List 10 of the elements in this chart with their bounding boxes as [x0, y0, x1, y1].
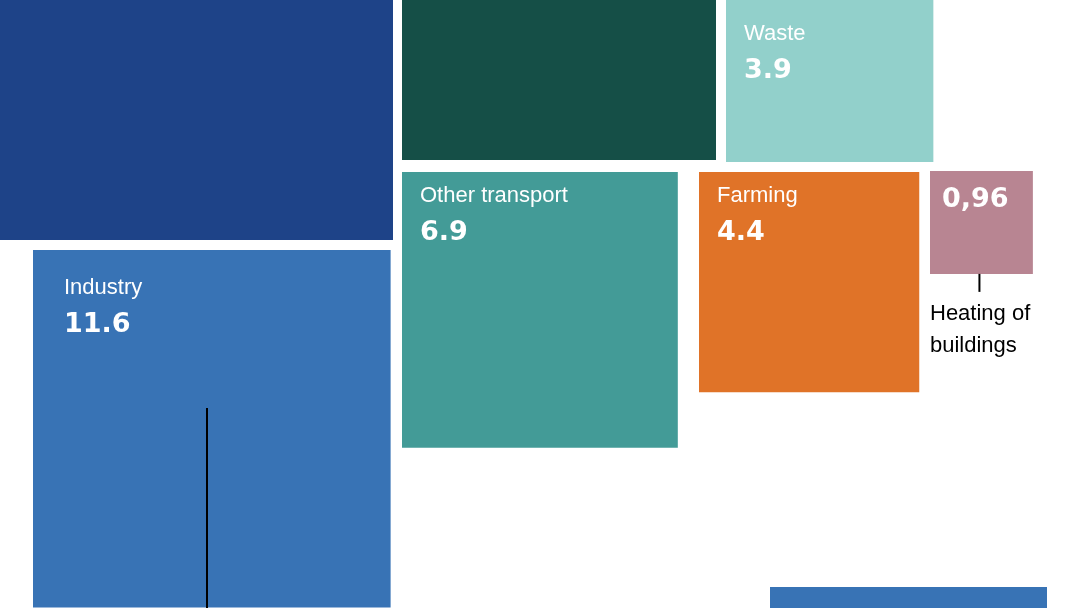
category-label: Industry — [64, 274, 143, 299]
data-label: 4.4 — [717, 215, 765, 246]
category-label: Heating of buildings — [930, 299, 1032, 357]
category-label: Other transport — [420, 182, 568, 207]
category-label: Waste — [744, 20, 806, 45]
category-label: Farming — [717, 182, 798, 207]
data-label: 0,96 — [942, 182, 1009, 213]
data-label: 6.9 — [420, 215, 468, 246]
data-label: 3.9 — [744, 53, 792, 84]
data-label: 11.6 — [64, 307, 131, 338]
